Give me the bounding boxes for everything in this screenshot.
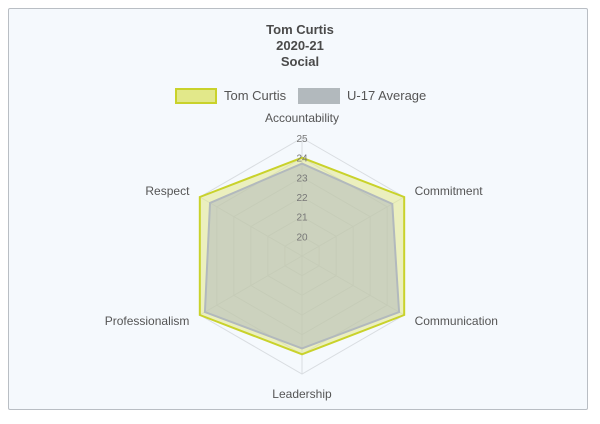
axis-label-respect: Respect [145,184,190,198]
axis-label-accountability: Accountability [265,111,339,125]
title-line-name: Tom Curtis [266,22,334,37]
legend-swatch-u17-average [298,88,340,104]
title-line-category: Social [281,54,319,69]
series-area-u-17-average[interactable] [203,162,401,350]
title-line-season: 2020-21 [276,38,324,53]
tick-label: 25 [296,134,308,145]
legend: Tom Curtis U-17 Average [175,88,426,104]
axis-labels: Accountability Commitment Communication Lea… [105,111,498,401]
legend-label-u17-average: U-17 Average [347,88,426,103]
axis-label-leadership: Leadership [272,387,332,401]
legend-swatch-tom-curtis [175,88,217,104]
legend-item-u17-average[interactable]: U-17 Average [298,88,426,104]
legend-item-tom-curtis[interactable]: Tom Curtis [175,88,287,104]
series-layer [198,156,406,356]
tick-label: 22 [296,193,308,204]
tick-label: 23 [296,173,308,184]
tick-label: 24 [296,154,308,165]
legend-label-tom-curtis: Tom Curtis [224,88,287,103]
chart-title: Tom Curtis 2020-21 Social [266,22,334,69]
tick-label: 20 [296,232,308,243]
tick-label: 21 [296,213,308,224]
axis-label-commitment: Commitment [415,184,484,198]
radial-ticks: 20 21 22 23 24 25 [296,134,308,243]
axis-label-communication: Communication [415,314,498,328]
axis-label-professionalism: Professionalism [105,314,190,328]
